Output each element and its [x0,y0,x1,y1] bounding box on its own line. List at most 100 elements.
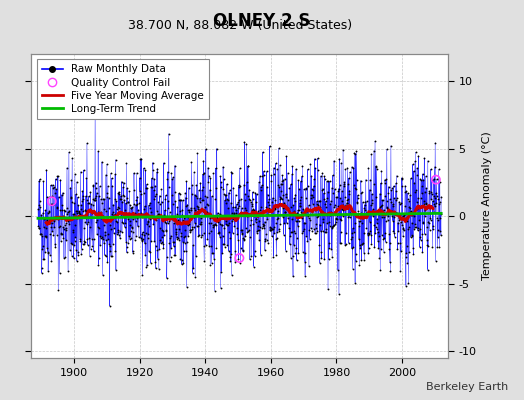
Point [313,155,322,162]
Point [388,185,397,191]
Point [115,196,124,202]
Point [133,193,141,200]
Point [112,198,121,204]
Point [375,206,384,212]
Point [161,219,169,225]
Point [410,224,419,230]
Point [243,229,252,236]
Point [337,160,345,166]
Point [72,247,80,253]
Point [368,196,377,203]
Point [201,193,209,199]
Point [307,172,315,179]
Point [382,176,390,183]
Point [138,272,147,279]
Point [255,218,264,224]
Point [253,230,261,236]
Point [54,194,63,200]
Point [117,196,125,202]
Point [390,234,399,240]
Point [342,211,351,218]
Point [269,171,278,177]
Point [394,228,402,234]
Point [80,238,89,244]
Point [153,165,161,172]
Point [209,224,217,230]
Point [381,180,389,186]
Point [341,242,349,248]
Point [194,204,202,210]
Point [263,183,271,190]
Point [60,255,68,261]
Point [347,236,355,242]
Point [434,196,443,202]
Point [311,230,319,237]
Point [127,205,135,212]
Point [429,193,438,199]
Point [127,225,136,231]
Point [332,219,340,226]
Point [248,202,256,209]
Point [239,236,248,243]
Point [328,254,336,260]
Point [45,208,53,215]
Point [122,200,130,206]
Point [95,225,103,231]
Point [375,255,384,261]
Point [397,248,405,254]
Point [155,212,163,219]
Point [122,238,130,245]
Point [348,230,356,236]
Point [125,213,133,220]
Point [112,267,120,273]
Point [325,244,334,251]
Point [202,146,210,152]
Point [409,168,418,174]
Point [182,284,191,290]
Point [371,230,379,236]
Point [359,250,368,256]
Point [206,186,214,193]
Point [235,165,244,171]
Point [304,213,312,220]
Point [60,207,69,214]
Point [238,230,246,237]
Point [95,255,103,262]
Point [378,210,387,216]
Point [320,196,328,202]
Point [114,229,122,236]
Point [96,196,105,202]
Point [279,205,287,212]
Point [387,142,395,149]
Point [51,176,60,182]
Point [237,210,245,216]
Point [367,151,375,157]
Point [430,201,439,207]
Point [130,186,138,193]
Point [170,220,178,226]
Point [85,235,94,241]
Point [399,227,408,233]
Point [45,216,53,222]
Point [99,213,107,219]
Point [88,236,96,242]
Point [242,225,250,232]
Point [330,204,339,210]
Point [132,202,140,208]
Point [203,236,212,242]
Point [358,189,366,195]
Point [357,190,365,196]
Point [302,208,311,214]
Title: 38.700 N, 88.082 W (United States): 38.700 N, 88.082 W (United States) [128,19,352,32]
Point [260,225,268,231]
Point [436,211,445,217]
Point [123,195,132,201]
Point [180,215,189,221]
Point [378,232,386,238]
Point [130,170,138,176]
Point [94,262,103,268]
Point [388,208,396,214]
Point [363,212,372,218]
Point [433,215,441,221]
Point [100,240,108,247]
